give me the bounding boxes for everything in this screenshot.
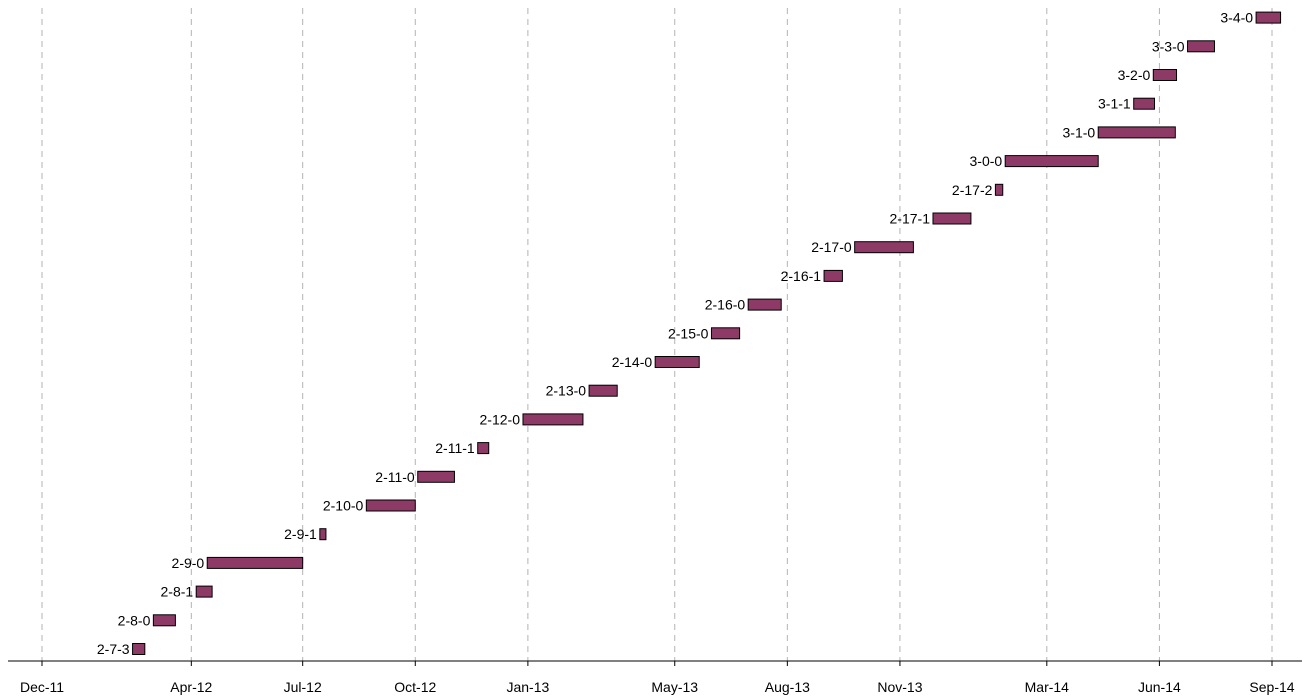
task-label: 2-8-1 [161,584,194,600]
task-bar [319,528,327,541]
task-label: 2-17-0 [811,239,852,255]
task-bar [1097,126,1176,139]
task-label: 3-2-0 [1118,67,1151,83]
task-label: 2-13-0 [546,383,587,399]
task-label: 2-8-0 [118,612,151,628]
task-bar [588,384,618,397]
grid-lines [41,8,1273,661]
x-tick-label: Aug-13 [765,679,810,695]
x-tick-label: Dec-11 [20,679,64,695]
task-bar [477,442,490,455]
task-label: 2-16-0 [705,297,746,313]
task-label: 2-10-0 [323,498,364,514]
task-bar [747,298,782,311]
task-label: 2-12-0 [480,411,521,427]
task-bar [417,470,455,483]
task-label: 3-0-0 [970,153,1003,169]
x-tick-label: Mar-14 [1025,679,1070,695]
x-tick-label: Oct-12 [394,679,436,695]
task-label: 3-1-0 [1063,124,1096,140]
x-tick-label: Jul-12 [284,679,322,695]
task-bar [1004,155,1099,168]
task-bars [132,11,1282,655]
task-label: 2-11-1 [435,440,475,456]
task-label: 2-7-3 [97,641,130,657]
task-bar [152,614,176,627]
x-tick-label: Jun-14 [1138,679,1181,695]
task-label: 3-1-1 [1098,96,1131,112]
task-bar [1187,40,1215,53]
task-label: 3-4-0 [1220,10,1253,26]
task-bar [854,241,914,254]
x-tick-label: Sep-14 [1249,679,1294,695]
task-label: 3-3-0 [1152,38,1185,54]
x-tick-label: Apr-12 [170,679,212,695]
task-bar [365,499,416,512]
task-label: 2-17-2 [952,182,993,198]
task-bar [1152,69,1178,81]
task-label: 2-9-1 [284,526,317,542]
task-label: 2-15-0 [668,325,709,341]
task-label: 2-17-1 [890,211,931,227]
x-tick-label: Nov-13 [877,679,922,695]
x-tick-label: Jan-13 [506,679,549,695]
task-bar [1255,11,1282,24]
x-tick-label: May-13 [651,679,698,695]
task-bar [195,585,213,598]
task-label: 2-9-0 [172,555,205,571]
task-labels: 2-7-3 2-8-0 2-8-1 2-9-0 2-9-1 2-10-0 2-11-0 2-1… [97,10,1253,657]
task-bar [522,413,584,426]
task-bar [932,212,972,225]
task-bar [823,269,843,282]
task-label: 2-16-1 [781,268,822,284]
task-bar [206,556,304,569]
task-label: 2-11-0 [375,469,415,485]
task-bar [132,643,146,655]
task-bar [1133,97,1156,110]
task-bar [710,327,741,340]
task-label: 2-14-0 [612,354,653,370]
x-axis: Dec-11 Apr-12 Jul-12 Oct-12 Jan-13 May-13 Aug-… [8,660,1302,695]
task-bar [654,356,700,368]
task-bar [994,183,1004,196]
